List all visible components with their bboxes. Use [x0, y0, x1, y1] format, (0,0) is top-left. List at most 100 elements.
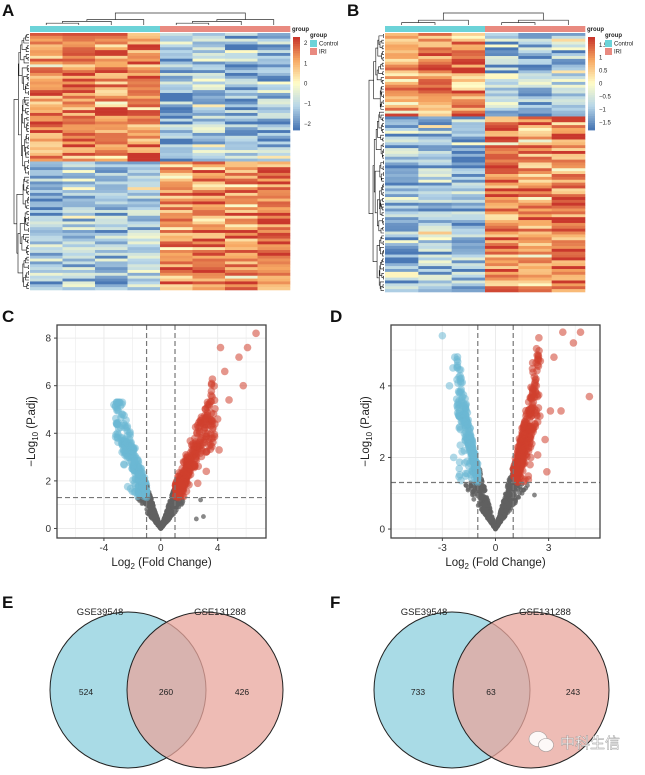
heatmap-cell — [225, 239, 258, 242]
heatmap-cell — [258, 127, 291, 130]
heatmap-cell — [485, 76, 519, 79]
heatmap-cell — [418, 154, 452, 157]
dendrogram-branch — [28, 283, 29, 286]
heatmap-cell — [452, 122, 486, 125]
colorbar-segment — [588, 63, 595, 66]
heatmap-cell — [30, 59, 63, 62]
heatmap-cell — [258, 33, 291, 36]
heatmap-cell — [385, 42, 419, 45]
heatmap-cell — [452, 191, 486, 194]
heatmap-cell — [452, 174, 486, 177]
heatmap-cell — [225, 261, 258, 264]
heatmap-cell — [452, 278, 486, 281]
heatmap-cell — [193, 250, 226, 253]
heatmap-cell — [30, 47, 63, 50]
heatmap-cell — [452, 114, 486, 117]
heatmap-cell — [95, 241, 128, 244]
dendrogram-branch — [28, 146, 29, 149]
heatmap-cell — [552, 272, 586, 275]
heatmap-cell — [225, 199, 258, 202]
heatmap-cell — [63, 147, 96, 150]
heatmap-cell — [518, 154, 552, 157]
heatmap-cell — [193, 153, 226, 156]
point-downregulated — [473, 469, 481, 477]
heatmap-cell — [30, 256, 63, 259]
heatmap-cell — [225, 207, 258, 210]
heatmap-cell — [225, 42, 258, 45]
dendrogram-branch — [24, 234, 29, 239]
heatmap-cell — [63, 76, 96, 79]
heatmap-cell — [95, 287, 128, 290]
heatmap-cell — [485, 122, 519, 125]
heatmap-cell — [63, 113, 96, 116]
heatmap-cell — [385, 88, 419, 91]
heatmap-cell — [418, 114, 452, 117]
heatmap-cell — [485, 93, 519, 96]
heatmap-cell — [258, 73, 291, 76]
heatmap-cell — [225, 244, 258, 247]
heatmap-cell — [63, 79, 96, 82]
heatmap-cell — [95, 127, 128, 130]
heatmap-cell — [63, 221, 96, 224]
heatmap-cell — [63, 279, 96, 282]
colorbar-segment — [293, 70, 300, 73]
dendrogram-branch — [382, 63, 384, 66]
heatmap-cell — [452, 220, 486, 223]
heatmap-cell — [385, 79, 419, 82]
heatmap-cell — [225, 33, 258, 36]
heatmap-cell — [385, 148, 419, 151]
heatmap-cell — [452, 177, 486, 180]
heatmap-cell — [95, 261, 128, 264]
heatmap-cell — [128, 276, 161, 279]
heatmap-cell — [160, 259, 193, 262]
heatmap-cell — [225, 164, 258, 167]
heatmap-cell — [160, 179, 193, 182]
heatmap-cell — [128, 201, 161, 204]
heatmap-cell — [193, 59, 226, 62]
heatmap-cell — [518, 246, 552, 249]
heatmap-cell — [418, 257, 452, 260]
heatmap-cell — [485, 131, 519, 134]
heatmap-cell — [258, 190, 291, 193]
heatmap-cell — [95, 133, 128, 136]
heatmap-cell — [552, 85, 586, 88]
legend-item-label: Control — [319, 42, 338, 48]
heatmap-cell — [160, 199, 193, 202]
point-not-significant — [504, 509, 509, 514]
point-upregulated — [513, 475, 521, 483]
heatmap-cell — [418, 234, 452, 237]
heatmap-cell — [30, 107, 63, 110]
heatmap-cell — [258, 244, 291, 247]
heatmap-cell — [485, 154, 519, 157]
heatmap-cell — [552, 154, 586, 157]
dendrogram-branch — [383, 173, 384, 176]
heatmap-cell — [552, 177, 586, 180]
dendrogram-branch — [27, 223, 29, 226]
heatmap-cell — [518, 131, 552, 134]
heatmap-cell — [30, 244, 63, 247]
heatmap-cell — [63, 87, 96, 90]
heatmap-cell — [128, 267, 161, 270]
dendrogram-branch — [27, 246, 29, 249]
heatmap-cell — [418, 68, 452, 71]
group-annotation-cell — [160, 26, 193, 32]
heatmap-cell — [30, 127, 63, 130]
dendrogram-branch — [382, 178, 384, 181]
heatmap-cell — [552, 266, 586, 269]
heatmap-cell — [225, 119, 258, 122]
heatmap-cell — [95, 116, 128, 119]
heatmap-cell — [160, 284, 193, 287]
heatmap-cell — [452, 188, 486, 191]
colorbar-segment — [293, 44, 300, 47]
heatmap-cell — [552, 180, 586, 183]
heatmap-cell — [225, 142, 258, 145]
heatmap-cell — [128, 33, 161, 36]
heatmap-cell — [193, 219, 226, 222]
heatmap-cell — [160, 250, 193, 253]
heatmap-cell — [518, 59, 552, 62]
heatmap-cell — [552, 79, 586, 82]
heatmap-cell — [30, 179, 63, 182]
point-not-significant — [194, 517, 199, 522]
heatmap-cell — [128, 64, 161, 67]
heatmap-cell — [518, 88, 552, 91]
